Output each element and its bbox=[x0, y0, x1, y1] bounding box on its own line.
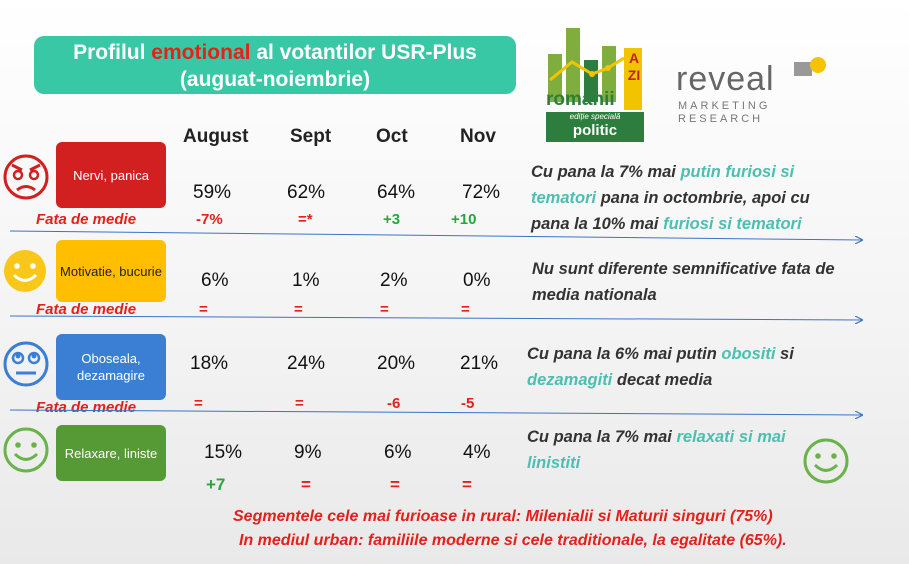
romanii-azi-text: AZI bbox=[627, 50, 641, 83]
category-relaxare-liniste: Relaxare, liniste bbox=[56, 425, 166, 481]
note-row3: Cu pana la 6% mai putin obositi si dezam… bbox=[527, 341, 857, 393]
value-r1-oct: 64% bbox=[377, 182, 416, 203]
diff-r4-nov: = bbox=[462, 475, 472, 494]
col-header-oct: Oct bbox=[376, 126, 408, 147]
note-row3-highlight2: dezamagiti bbox=[527, 371, 613, 389]
note-row1-highlight1: putin furiosi si tematori bbox=[531, 163, 795, 207]
fata-label-row3: Fata de medie bbox=[36, 399, 137, 416]
separator-arrow-2 bbox=[9, 315, 862, 320]
romanii-bars-graphic bbox=[548, 28, 642, 110]
reveal-line2: RESEARCH bbox=[678, 113, 764, 125]
value-r1-aug: 59% bbox=[193, 182, 232, 203]
separator-arrow-3 bbox=[9, 409, 862, 415]
diff-r4-sept: = bbox=[301, 475, 311, 494]
diff-r1-sept: =* bbox=[298, 211, 313, 228]
value-r1-nov: 72% bbox=[462, 182, 501, 203]
footer-line2: In mediul urban: familiile moderne si ce… bbox=[239, 532, 787, 549]
note-row3-part2: si bbox=[775, 345, 794, 363]
calm-face-icon bbox=[3, 427, 49, 473]
value-r3-sept: 24% bbox=[287, 353, 326, 374]
fata-label-row1: Fata de medie bbox=[36, 211, 137, 228]
title-highlight: emotional bbox=[151, 41, 251, 64]
reveal-line1: MARKETING bbox=[678, 100, 771, 112]
fata-label-row2: Fata de medie bbox=[36, 301, 137, 318]
note-row2-text: Nu sunt diferente semnificative fata de … bbox=[532, 260, 835, 304]
title-prefix: Profilul bbox=[73, 41, 152, 64]
footer-line1: Segmentele cele mai furioase in rural: M… bbox=[233, 508, 773, 525]
note-row3-highlight1: obositi bbox=[721, 345, 776, 363]
angry-face-icon bbox=[3, 154, 49, 200]
value-r4-nov: 4% bbox=[463, 442, 491, 463]
value-r2-sept: 1% bbox=[292, 270, 320, 291]
col-header-sept: Sept bbox=[290, 126, 332, 147]
diff-r2-nov: = bbox=[461, 301, 470, 318]
value-r4-sept: 9% bbox=[294, 442, 322, 463]
value-r2-nov: 0% bbox=[463, 270, 491, 291]
value-r1-sept: 62% bbox=[287, 182, 326, 203]
value-r3-oct: 20% bbox=[377, 353, 416, 374]
reveal-name: reveal bbox=[676, 60, 775, 98]
diff-r3-sept: = bbox=[295, 395, 304, 412]
col-header-nov: Nov bbox=[460, 126, 496, 147]
reveal-logo-icon bbox=[794, 57, 826, 76]
note-row1-part2: pana in octombrie, apoi cu pana la 10% m… bbox=[531, 189, 810, 233]
diff-r2-oct: = bbox=[380, 301, 389, 318]
note-row1-highlight2: furiosi si tematori bbox=[663, 215, 802, 233]
diff-r1-aug: -7% bbox=[196, 211, 223, 228]
calm-face-right-icon bbox=[803, 438, 849, 484]
value-r2-oct: 2% bbox=[380, 270, 408, 291]
category-nervi-panica: Nervi, panica bbox=[56, 142, 166, 208]
note-row4: Cu pana la 7% mai relaxati si mai linist… bbox=[527, 424, 797, 476]
diff-r2-aug: = bbox=[199, 301, 208, 318]
romanii-main-text: românii bbox=[546, 89, 615, 110]
value-r3-nov: 21% bbox=[460, 353, 499, 374]
category-oboseala-dezamagire: Oboseala, dezamagire bbox=[56, 334, 166, 400]
romanii-azi-logo: AZI românii ediție specială politic bbox=[546, 22, 646, 142]
value-r4-aug: 15% bbox=[204, 442, 243, 463]
note-row1-part1: Cu pana la 7% mai bbox=[531, 163, 681, 181]
category-motivatie-bucurie: Motivatie, bucurie bbox=[56, 240, 166, 302]
diff-r1-nov: +10 bbox=[451, 211, 477, 228]
title-line2: (auguat-noiembrie) bbox=[179, 68, 371, 91]
diff-r3-oct: -6 bbox=[387, 395, 401, 412]
diff-r4-aug: +7 bbox=[206, 475, 226, 494]
note-row3-part3: decat media bbox=[612, 371, 713, 389]
diff-r2-sept: = bbox=[294, 301, 303, 318]
romanii-sub-box: ediție specială politic bbox=[546, 112, 644, 142]
diff-r4-oct: = bbox=[390, 475, 400, 494]
reveal-logo: reveal MARKETING RESEARCH bbox=[676, 54, 836, 130]
romanii-sub2: politic bbox=[572, 122, 618, 139]
note-row4-highlight: relaxati si mai linistiti bbox=[527, 428, 786, 472]
note-row3-part1: Cu pana la 6% mai putin bbox=[527, 345, 722, 363]
diff-r3-nov: -5 bbox=[461, 395, 475, 412]
note-row2: Nu sunt diferente semnificative fata de … bbox=[532, 256, 862, 308]
tired-face-icon bbox=[3, 341, 49, 387]
title-suffix: al votantilor USR-Plus bbox=[250, 41, 477, 64]
note-row4-part1: Cu pana la 7% mai bbox=[527, 428, 677, 446]
romanii-sub1: ediție specială bbox=[569, 112, 621, 121]
happy-face-yellow-icon bbox=[4, 250, 46, 292]
page-title: Profilul emotional al votantilor USR-Plu… bbox=[34, 36, 516, 94]
value-r2-aug: 6% bbox=[201, 270, 229, 291]
diff-r1-oct: +3 bbox=[383, 211, 401, 228]
value-r3-aug: 18% bbox=[190, 353, 229, 374]
diff-r3-aug: = bbox=[194, 395, 203, 412]
value-r4-oct: 6% bbox=[384, 442, 412, 463]
note-row1: Cu pana la 7% mai putin furiosi si temat… bbox=[531, 159, 851, 237]
col-header-august: August bbox=[183, 126, 249, 147]
